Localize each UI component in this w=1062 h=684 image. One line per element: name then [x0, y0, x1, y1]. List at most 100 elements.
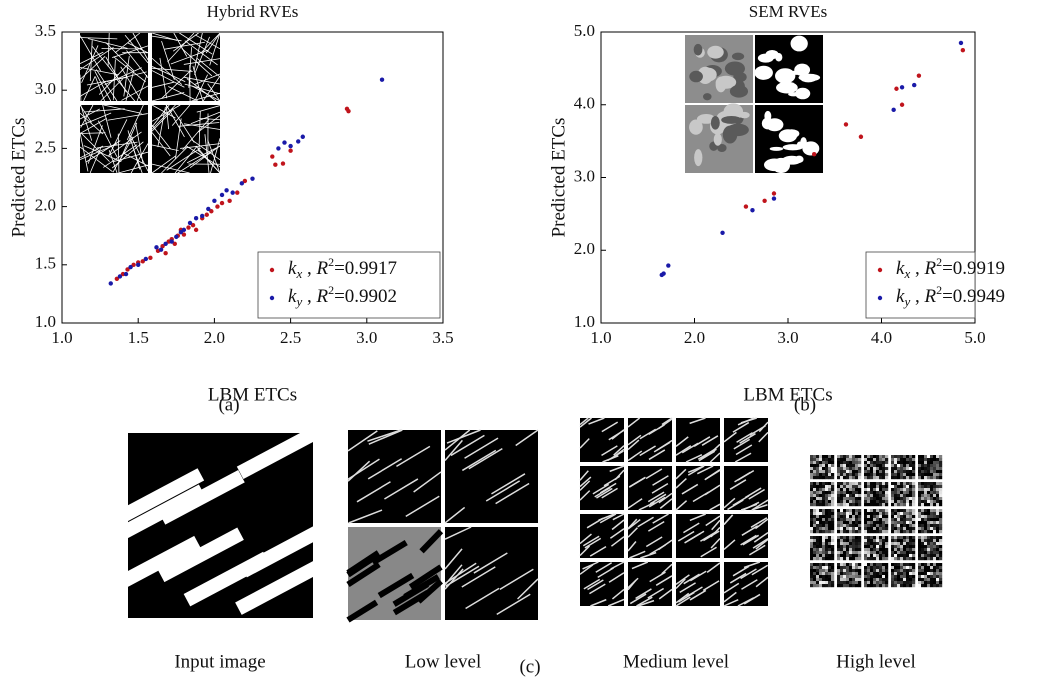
activation — [876, 470, 880, 474]
activation — [921, 539, 925, 543]
activation — [882, 572, 886, 576]
activation — [828, 542, 832, 546]
activation — [939, 485, 943, 489]
activation — [828, 521, 832, 525]
activation — [840, 524, 844, 528]
fiber — [126, 104, 144, 141]
image-tile — [837, 509, 862, 534]
activation — [864, 539, 868, 543]
image-tile — [444, 526, 539, 620]
activation — [867, 578, 871, 582]
activation — [912, 545, 916, 549]
activation — [924, 455, 928, 459]
activation — [858, 485, 862, 489]
activation — [870, 500, 874, 504]
activation — [891, 488, 895, 492]
point — [163, 241, 168, 247]
activation — [939, 470, 943, 474]
activation — [903, 572, 907, 576]
point — [187, 220, 193, 226]
activation — [918, 548, 922, 552]
activation — [816, 536, 820, 540]
activation — [813, 548, 817, 552]
streak — [743, 593, 761, 605]
activation — [873, 485, 877, 489]
x-tick-label: 3.0 — [356, 328, 377, 347]
legend-superscript: 2 — [328, 283, 334, 297]
activation — [882, 536, 886, 540]
activation — [912, 575, 916, 579]
activation — [921, 548, 925, 552]
activation — [852, 500, 856, 504]
activation — [918, 515, 922, 519]
streak — [597, 567, 614, 579]
activation — [894, 527, 898, 531]
activation — [849, 548, 853, 552]
activation — [843, 494, 847, 498]
activation — [930, 470, 934, 474]
activation — [906, 500, 910, 504]
activation — [882, 461, 886, 465]
point — [273, 162, 278, 167]
image-tile — [346, 527, 444, 623]
point — [250, 176, 255, 181]
fiber — [190, 111, 221, 125]
activation — [846, 566, 850, 570]
activation — [843, 482, 847, 486]
streak — [683, 522, 700, 534]
activation — [918, 584, 922, 588]
streak — [675, 592, 690, 604]
image-tile — [810, 455, 835, 480]
image-tile — [579, 417, 625, 463]
activation — [927, 572, 931, 576]
streak — [640, 551, 657, 559]
activation — [909, 458, 913, 462]
point — [200, 213, 205, 219]
activation — [810, 488, 814, 492]
streak — [579, 480, 591, 491]
activation — [810, 461, 814, 465]
activation — [897, 521, 901, 525]
streak — [346, 552, 381, 578]
activation — [885, 473, 889, 477]
activation — [849, 569, 853, 573]
activation — [921, 509, 925, 513]
activation — [840, 482, 844, 486]
activation — [840, 455, 844, 459]
point — [172, 241, 177, 247]
activation — [930, 518, 934, 522]
activation — [891, 473, 895, 477]
activation — [810, 458, 814, 462]
fiber — [184, 83, 221, 95]
activation — [831, 542, 835, 546]
streak — [656, 439, 673, 451]
activation — [912, 500, 916, 504]
fiber — [166, 147, 202, 171]
activation — [849, 575, 853, 579]
image-tile — [444, 429, 539, 524]
activation — [927, 515, 931, 519]
activation — [843, 485, 847, 489]
activation — [831, 548, 835, 552]
streak — [461, 449, 497, 472]
activation — [924, 482, 928, 486]
legend-marker — [877, 267, 883, 273]
activation — [939, 524, 943, 528]
activation — [906, 524, 910, 528]
activation — [933, 509, 937, 513]
activation — [933, 578, 937, 582]
activation — [816, 500, 820, 504]
activation — [927, 488, 931, 492]
activation — [939, 476, 943, 480]
activation — [882, 581, 886, 585]
streak — [579, 438, 590, 449]
activation — [825, 500, 829, 504]
activation — [933, 563, 937, 567]
activation — [891, 554, 895, 558]
activation — [813, 536, 817, 540]
activation — [849, 566, 853, 570]
activation — [924, 575, 928, 579]
activation — [852, 518, 856, 522]
activation — [864, 524, 868, 528]
activation — [822, 509, 826, 513]
